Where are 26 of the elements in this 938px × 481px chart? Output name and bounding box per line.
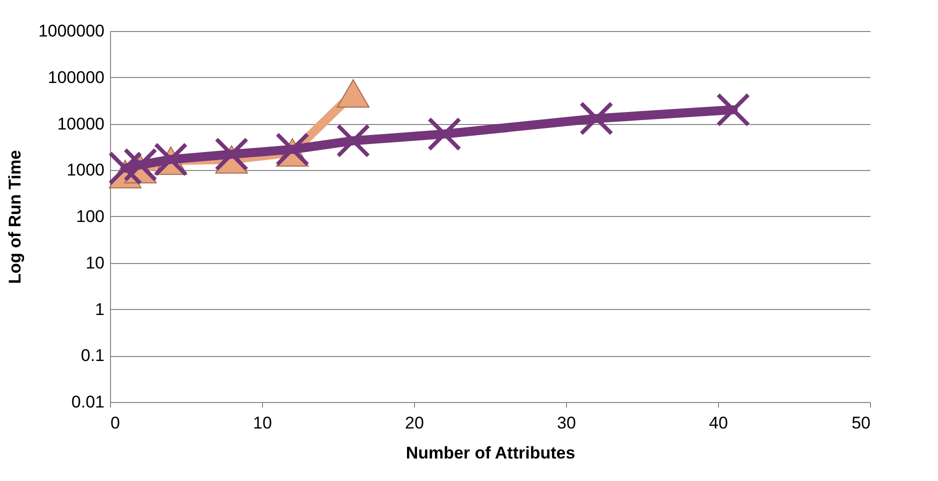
y-tick-label: 1000 bbox=[66, 160, 104, 180]
point bbox=[427, 117, 462, 152]
point bbox=[123, 148, 158, 182]
point bbox=[716, 92, 750, 127]
point bbox=[108, 151, 142, 186]
y-tick-label: 1 bbox=[95, 300, 104, 319]
point bbox=[214, 137, 249, 172]
y-tick-label: 1000000 bbox=[38, 22, 104, 40]
y-tick-label: 10000 bbox=[57, 114, 104, 134]
point bbox=[275, 132, 310, 166]
x-axis-title: Number of Attributes bbox=[406, 444, 576, 462]
y-tick-label: 0.01 bbox=[71, 392, 104, 412]
x-tick-label: 10 bbox=[253, 414, 272, 432]
y-tick-label: 100 bbox=[76, 207, 104, 226]
point bbox=[579, 101, 614, 136]
x-tick-label: 20 bbox=[405, 414, 424, 432]
x-tick-label: 40 bbox=[709, 414, 728, 432]
x-tick-label: 30 bbox=[557, 414, 576, 432]
point bbox=[336, 124, 370, 158]
y-tick-label: 0.1 bbox=[80, 346, 104, 366]
x-tick-label: 50 bbox=[852, 414, 870, 432]
y-axis-title: Log of Run Time bbox=[5, 150, 24, 284]
x-tick-label: 0 bbox=[110, 414, 120, 432]
point bbox=[336, 79, 370, 108]
y-tick-label: 100000 bbox=[48, 68, 104, 87]
y-tick-label: 10 bbox=[86, 253, 104, 272]
